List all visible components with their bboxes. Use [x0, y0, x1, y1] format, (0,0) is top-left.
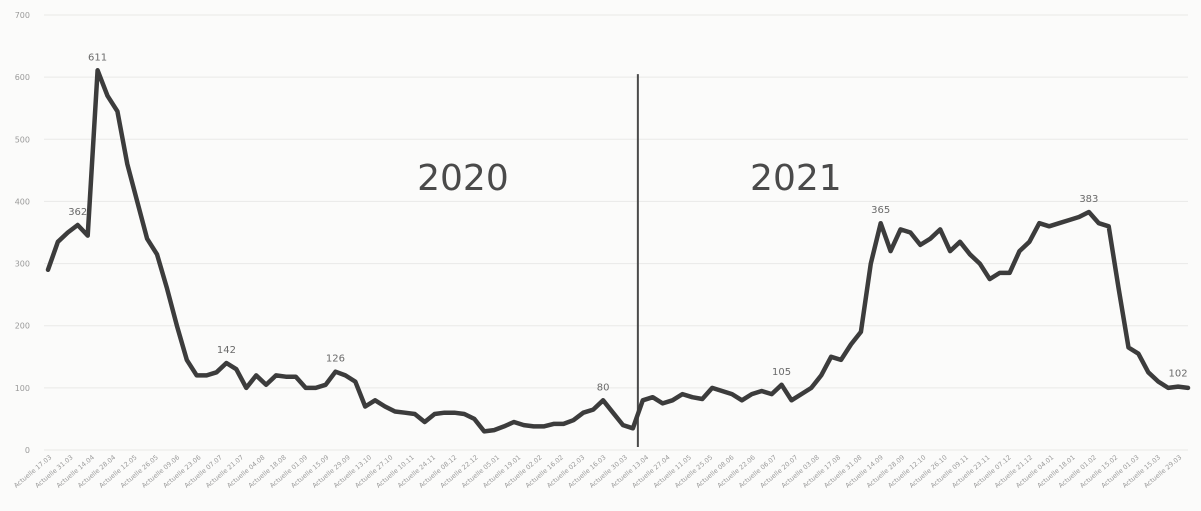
x-tick-label: Actuelle 29.03 [1142, 453, 1183, 489]
y-tick-label: 700 [15, 11, 30, 20]
y-tick-label: 600 [15, 73, 30, 82]
y-tick-label: 500 [15, 135, 30, 144]
y-tick-label: 200 [15, 322, 30, 331]
data-label: 105 [772, 367, 791, 378]
data-label: 365 [871, 205, 890, 216]
year-label-2021: 2021 [750, 158, 842, 199]
data-label: 362 [68, 207, 87, 218]
data-label: 102 [1169, 369, 1188, 380]
data-label: 142 [217, 345, 236, 356]
y-tick-label: 100 [15, 384, 30, 393]
data-label: 611 [88, 52, 107, 63]
y-tick-label: 300 [15, 260, 30, 269]
y-tick-label: 0 [25, 446, 30, 455]
data-label: 126 [326, 354, 345, 365]
data-label: 80 [597, 382, 610, 393]
series-line [45, 68, 1191, 434]
y-tick-label: 400 [15, 197, 30, 206]
data-label: 383 [1079, 194, 1098, 205]
year-label-2020: 2020 [417, 158, 509, 199]
